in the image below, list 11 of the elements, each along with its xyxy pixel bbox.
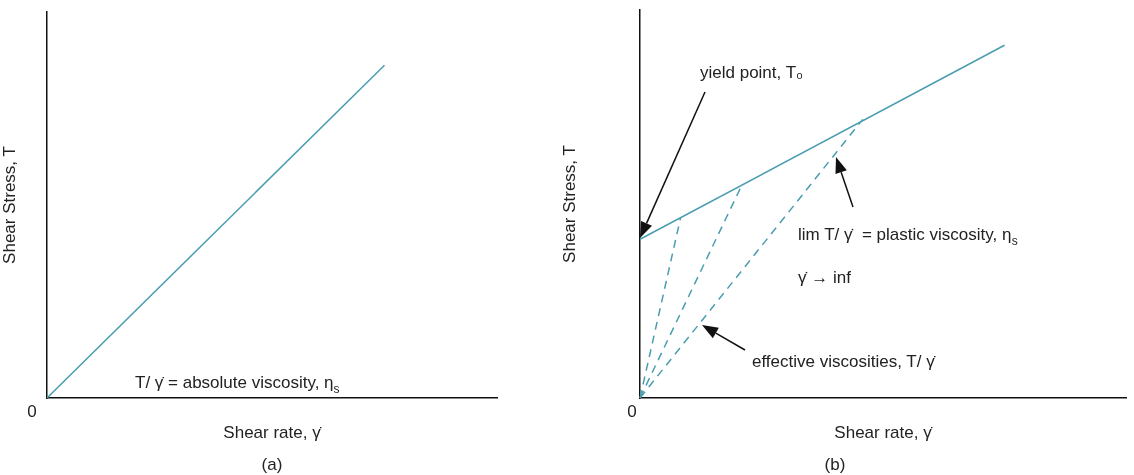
x-axis-title: Shear rate, γ̇ — [834, 423, 933, 443]
annotation: effective viscosities, T/ γ̇ — [752, 352, 936, 371]
annotation: yield point, T₀ — [700, 63, 804, 82]
x-axis-title: Shear rate, γ̇ — [223, 423, 322, 443]
text: 0 — [27, 402, 37, 421]
text: 0 — [627, 402, 637, 421]
y-axis-title: Shear Stress, T — [559, 145, 579, 263]
annotation: γ̇ → inf — [798, 268, 852, 287]
y-axis-title: Shear Stress, T — [0, 146, 19, 264]
text: (b) — [824, 455, 846, 474]
text: (a) — [261, 455, 283, 474]
